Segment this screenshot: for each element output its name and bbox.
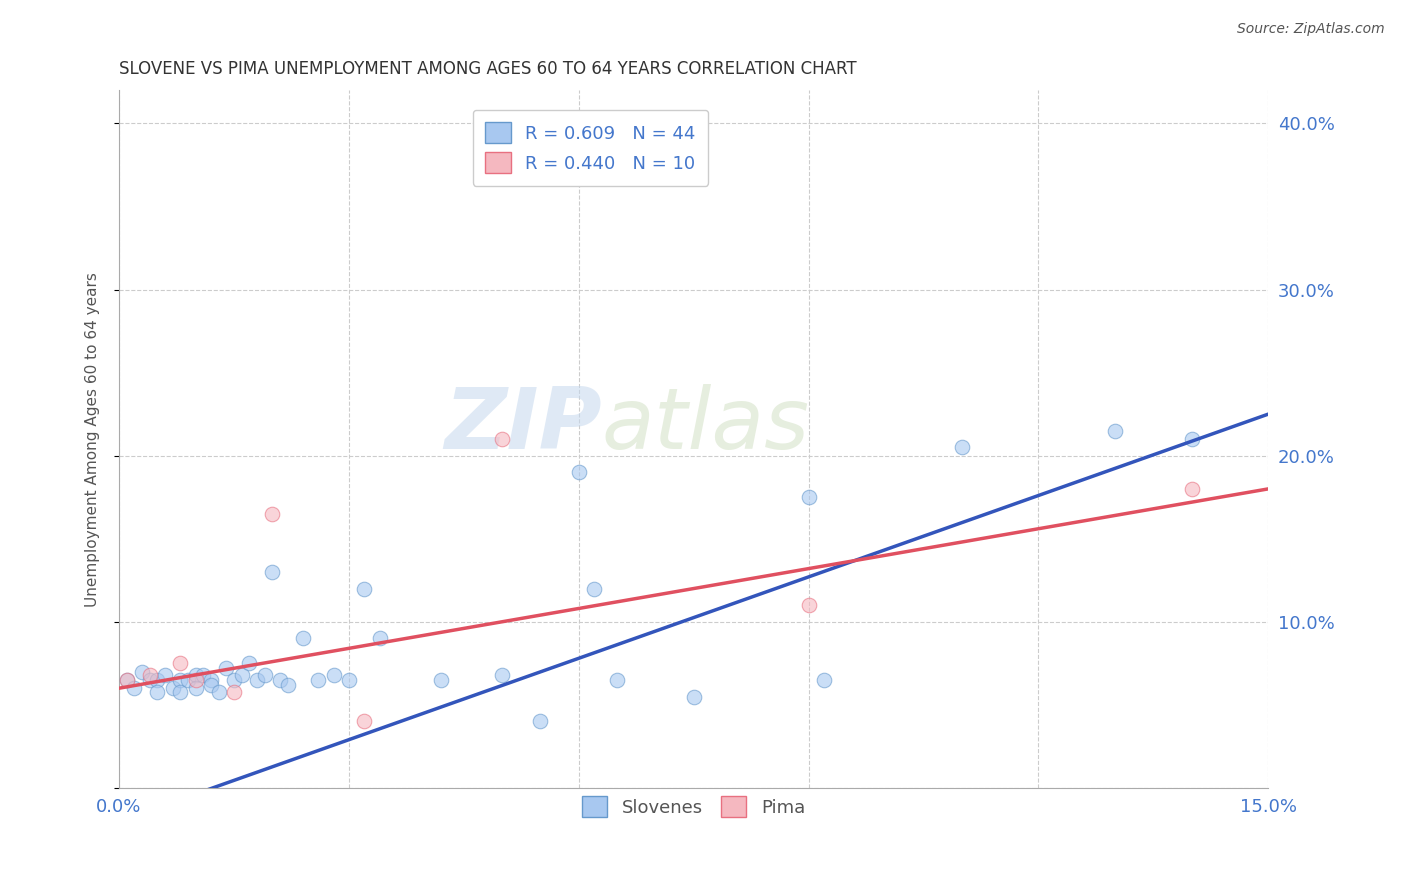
Point [200,678,222,692]
Point [193,668,215,682]
Point [115,673,138,687]
Point [950,441,973,455]
Legend: Slovenes, Pima: Slovenes, Pima [575,789,813,824]
Point [797,490,820,504]
Point [231,668,253,682]
Text: SLOVENE VS PIMA UNEMPLOYMENT AMONG AGES 60 TO 64 YEARS CORRELATION CHART: SLOVENE VS PIMA UNEMPLOYMENT AMONG AGES … [120,60,856,78]
Y-axis label: Unemployment Among Ages 60 to 64 years: Unemployment Among Ages 60 to 64 years [86,272,100,607]
Point [797,598,820,612]
Point [124,681,146,696]
Point [682,690,704,704]
Point [115,673,138,687]
Point [200,673,222,687]
Point [568,465,591,479]
Point [215,661,238,675]
Point [491,432,513,446]
Point [169,657,191,671]
Text: Source: ZipAtlas.com: Source: ZipAtlas.com [1237,22,1385,37]
Point [131,665,153,679]
Point [1180,432,1202,446]
Point [246,673,269,687]
Point [222,684,245,698]
Point [353,714,375,729]
Point [208,684,231,698]
Point [1104,424,1126,438]
Point [269,673,291,687]
Point [262,565,284,579]
Point [813,673,835,687]
Point [238,657,260,671]
Point [177,673,200,687]
Point [253,668,276,682]
Text: ZIP: ZIP [444,384,602,467]
Point [1180,482,1202,496]
Point [162,681,184,696]
Point [291,632,314,646]
Point [430,673,453,687]
Point [353,582,375,596]
Point [184,681,207,696]
Point [307,673,329,687]
Point [582,582,605,596]
Point [337,673,360,687]
Point [169,684,191,698]
Point [146,684,169,698]
Point [277,678,299,692]
Point [184,668,207,682]
Point [491,668,513,682]
Point [138,673,160,687]
Text: atlas: atlas [602,384,810,467]
Point [153,668,176,682]
Point [606,673,628,687]
Point [529,714,551,729]
Point [262,507,284,521]
Point [146,673,169,687]
Point [169,673,191,687]
Point [222,673,245,687]
Point [184,673,207,687]
Point [138,668,160,682]
Point [368,632,391,646]
Point [322,668,344,682]
